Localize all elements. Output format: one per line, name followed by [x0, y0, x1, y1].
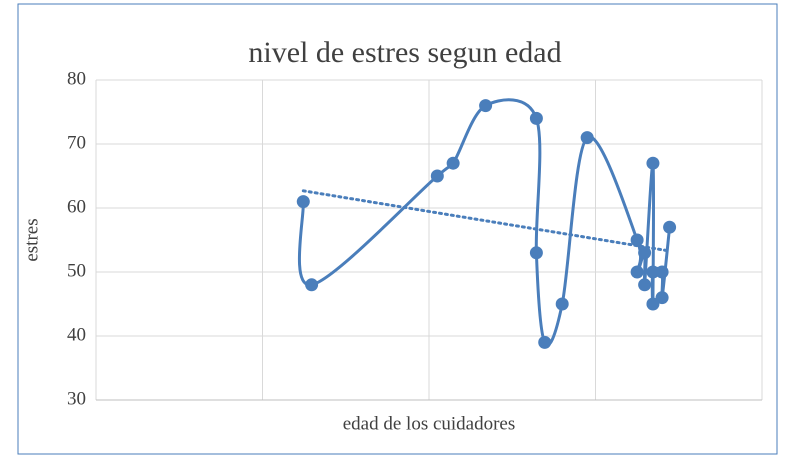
- y-tick-label: 40: [67, 324, 86, 345]
- point: [580, 131, 594, 145]
- trendline: [301, 189, 672, 253]
- point: [638, 278, 652, 292]
- point: [538, 335, 552, 349]
- point: [555, 297, 569, 311]
- point: [646, 265, 660, 279]
- point: [296, 195, 310, 209]
- point: [430, 169, 444, 183]
- point: [646, 156, 660, 170]
- point: [305, 278, 319, 292]
- chart-title: nivel de estres segun edad: [248, 36, 561, 69]
- point: [529, 111, 543, 125]
- y-tick-label: 30: [67, 388, 86, 409]
- point: [479, 99, 493, 113]
- y-tick-label: 70: [67, 132, 86, 153]
- point: [638, 246, 652, 260]
- x-axis-label: edad de los cuidadores: [343, 413, 516, 434]
- y-tick-label: 80: [67, 68, 86, 89]
- chart-border: [17, 3, 778, 455]
- point: [655, 265, 669, 279]
- y-axis-label: estres: [21, 218, 42, 261]
- y-tick-label: 50: [67, 260, 86, 281]
- point: [663, 220, 677, 234]
- point: [655, 291, 669, 305]
- point: [446, 156, 460, 170]
- point: [630, 265, 644, 279]
- point: [529, 246, 543, 260]
- point: [630, 233, 644, 247]
- y-tick-label: 60: [67, 196, 86, 217]
- point: [646, 297, 660, 311]
